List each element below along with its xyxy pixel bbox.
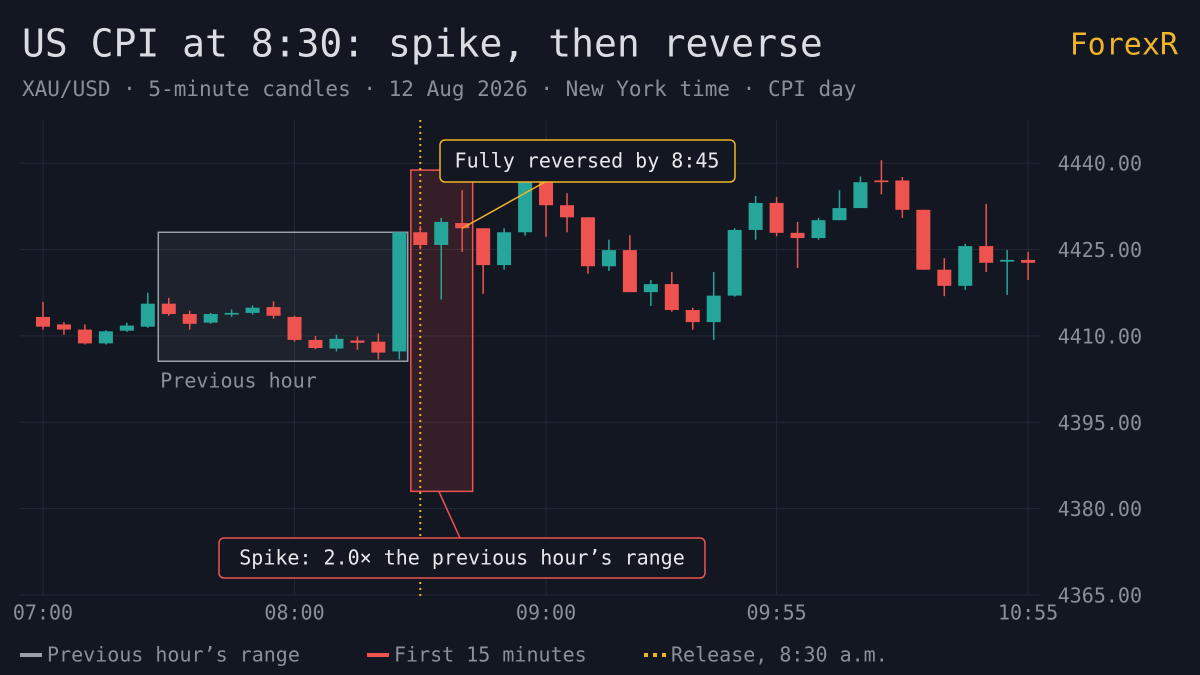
candle-body xyxy=(769,202,784,233)
candle-body xyxy=(140,303,155,327)
candle-body xyxy=(455,223,470,229)
y-tick-label: 4440.00 xyxy=(1058,152,1142,176)
candle-body xyxy=(245,307,260,313)
candle-body xyxy=(392,232,407,352)
candle-body xyxy=(895,180,910,210)
legend-label: First 15 minutes xyxy=(394,643,587,667)
y-tick-label: 4410.00 xyxy=(1058,324,1142,348)
y-tick-label: 4395.00 xyxy=(1058,411,1142,435)
callout-text: Fully reversed by 8:45 xyxy=(455,149,720,173)
candle-body xyxy=(727,229,742,296)
x-tick-label: 08:00 xyxy=(264,601,324,625)
candle-body xyxy=(580,217,595,267)
candle-body xyxy=(413,232,428,245)
candle-body xyxy=(958,246,973,286)
callout-connector xyxy=(438,491,461,539)
candle-body xyxy=(98,331,113,344)
candle-body xyxy=(350,340,365,343)
candle-body xyxy=(182,314,197,324)
previous-hour-range xyxy=(157,231,409,362)
candle-body xyxy=(36,316,50,327)
x-tick-label: 07:00 xyxy=(13,601,73,625)
callout-connector xyxy=(461,181,546,229)
candle-body xyxy=(56,324,71,330)
candle-body xyxy=(77,329,92,344)
callout-box xyxy=(439,139,736,183)
candle-body xyxy=(937,269,952,286)
candle-body xyxy=(329,338,344,349)
callout-box xyxy=(218,537,706,579)
candle-body xyxy=(832,208,847,221)
legend-label: Previous hour’s range xyxy=(47,643,300,667)
candle-body xyxy=(1021,259,1036,263)
candle-body xyxy=(748,202,763,230)
candle-body xyxy=(476,228,491,266)
x-tick-label: 09:00 xyxy=(516,601,576,625)
candle-body xyxy=(287,316,302,340)
candle-body xyxy=(1000,259,1015,262)
candle-body xyxy=(622,250,637,293)
candle-body xyxy=(434,221,449,245)
candle-body xyxy=(203,314,218,323)
chart-title: US CPI at 8:30: spike, then reverse xyxy=(22,22,823,66)
y-tick-label: 4365.00 xyxy=(1058,584,1142,608)
previous-hour-label: Previous hour xyxy=(160,369,317,393)
x-tick-label: 10:55 xyxy=(998,601,1058,625)
y-tick-label: 4380.00 xyxy=(1058,497,1142,521)
legend-label: Release, 8:30 a.m. xyxy=(671,643,888,667)
candle-body xyxy=(685,310,700,323)
candle-body xyxy=(916,209,931,270)
candle-body xyxy=(560,205,574,218)
candle-body xyxy=(266,307,281,316)
candle-body xyxy=(601,250,616,267)
candle-body xyxy=(664,284,679,310)
candle-body xyxy=(497,232,512,266)
callout-text: Spike: 2.0× the previous hour’s range xyxy=(239,546,685,570)
brand: ForexR xyxy=(1070,28,1179,63)
candle-body xyxy=(518,180,533,233)
candle-body xyxy=(539,180,554,206)
candle-body xyxy=(706,295,721,323)
candle-body xyxy=(371,341,386,353)
y-tick-label: 4425.00 xyxy=(1058,238,1142,262)
candle-body xyxy=(308,339,323,348)
chart-subtitle: XAU/USD · 5-minute candles · 12 Aug 2026… xyxy=(22,77,856,101)
candle-body xyxy=(119,325,134,331)
candle-body xyxy=(979,246,994,263)
candle-body xyxy=(161,303,176,315)
candle-body xyxy=(790,232,805,239)
candle-body xyxy=(643,284,658,293)
candle-body xyxy=(811,220,826,239)
candle-body xyxy=(853,182,868,209)
x-tick-label: 09:55 xyxy=(746,601,806,625)
candle-body xyxy=(224,312,239,315)
candle-body xyxy=(874,180,889,183)
